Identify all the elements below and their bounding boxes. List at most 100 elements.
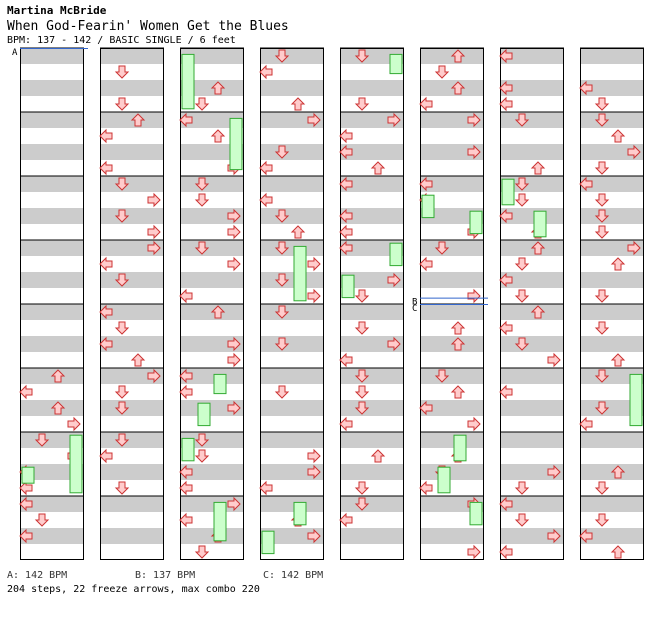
- beat-stripe: [340, 112, 404, 128]
- step-arrow-down: [274, 305, 290, 319]
- freeze-arrow: [469, 210, 483, 235]
- beat-stripe: [100, 144, 164, 160]
- beat-stripe: [260, 272, 324, 288]
- step-arrow-up: [210, 129, 226, 143]
- column-border: [500, 48, 564, 560]
- step-arrow-down: [354, 497, 370, 511]
- step-arrow-up: [450, 81, 466, 95]
- step-arrow-left: [579, 528, 593, 544]
- beat-stripe: [580, 176, 644, 192]
- beat-stripe: [100, 304, 164, 320]
- step-arrow-down: [354, 97, 370, 111]
- step-arrow-left: [339, 176, 353, 192]
- beat-stripe: [340, 336, 404, 352]
- step-arrow-up: [50, 401, 66, 415]
- bpm-marker-label: C: [412, 304, 417, 314]
- step-arrow-down: [114, 65, 130, 79]
- step-arrow-up: [530, 241, 546, 255]
- step-arrow-up: [290, 97, 306, 111]
- step-arrow-up: [50, 369, 66, 383]
- beat-stripe: [100, 336, 164, 352]
- step-arrow-left: [579, 176, 593, 192]
- beat-stripe: [340, 208, 404, 224]
- freeze-arrow: [437, 466, 451, 494]
- step-arrow-right: [467, 112, 481, 128]
- bpm-c: C: 142 BPM: [263, 570, 324, 581]
- step-arrow-down: [514, 289, 530, 303]
- step-arrow-down: [514, 113, 530, 127]
- beat-stripe: [20, 144, 84, 160]
- step-arrow-right: [627, 240, 641, 256]
- beat-stripe: [100, 176, 164, 192]
- step-arrow-left: [179, 368, 193, 384]
- step-arrow-right: [147, 240, 161, 256]
- step-arrow-down: [594, 369, 610, 383]
- beat-stripe: [420, 432, 484, 448]
- beat-stripe: [180, 208, 244, 224]
- step-arrow-right: [147, 224, 161, 240]
- step-arrow-right: [307, 256, 321, 272]
- step-arrow-right: [307, 112, 321, 128]
- step-arrow-up: [530, 305, 546, 319]
- beat-stripe: [340, 528, 404, 544]
- step-arrow-left: [339, 224, 353, 240]
- step-arrow-left: [99, 128, 113, 144]
- beat-stripe: [260, 528, 324, 544]
- beat-stripe: [260, 80, 324, 96]
- step-arrow-down: [194, 241, 210, 255]
- beat-stripe: [260, 240, 324, 256]
- step-arrow-left: [99, 304, 113, 320]
- beat-stripe: [500, 496, 564, 512]
- bpm-marker-label: B: [412, 298, 417, 308]
- step-arrow-down: [194, 177, 210, 191]
- freeze-arrow: [181, 437, 195, 462]
- step-arrow-up: [610, 545, 626, 559]
- beat-stripe: [580, 496, 644, 512]
- step-arrow-down: [114, 177, 130, 191]
- beat-stripe: [420, 240, 484, 256]
- step-arrow-left: [339, 128, 353, 144]
- step-arrow-right: [387, 336, 401, 352]
- beat-stripe: [180, 368, 244, 384]
- step-arrow-right: [467, 544, 481, 560]
- beat-stripe: [100, 240, 164, 256]
- step-arrow-right: [467, 288, 481, 304]
- step-arrow-right: [147, 192, 161, 208]
- beat-stripe: [420, 304, 484, 320]
- beat-stripe: [260, 464, 324, 480]
- step-arrow-left: [339, 240, 353, 256]
- beat-stripe: [20, 336, 84, 352]
- beat-stripe: [20, 528, 84, 544]
- step-arrow-up: [450, 321, 466, 335]
- beat-stripe: [340, 176, 404, 192]
- step-arrow-down: [114, 273, 130, 287]
- step-arrow-down: [274, 241, 290, 255]
- beat-stripe: [500, 48, 564, 64]
- freeze-arrow: [181, 53, 195, 110]
- beat-stripe: [260, 432, 324, 448]
- freeze-arrow: [213, 501, 227, 542]
- step-arrow-left: [499, 272, 513, 288]
- step-arrow-down: [594, 321, 610, 335]
- beat-stripe: [100, 464, 164, 480]
- beat-stripe: [500, 208, 564, 224]
- step-arrow-down: [514, 257, 530, 271]
- step-arrow-right: [467, 144, 481, 160]
- beat-stripe: [260, 48, 324, 64]
- beat-stripe: [580, 368, 644, 384]
- freeze-arrow: [533, 210, 547, 238]
- beat-stripe: [260, 496, 324, 512]
- step-arrow-left: [19, 384, 33, 400]
- column-border: [580, 48, 644, 560]
- step-arrow-down: [514, 513, 530, 527]
- step-arrow-down: [354, 321, 370, 335]
- beat-stripe: [100, 528, 164, 544]
- step-arrow-down: [354, 385, 370, 399]
- step-arrow-down: [114, 433, 130, 447]
- step-arrow-down: [594, 289, 610, 303]
- beat-stripe: [260, 336, 324, 352]
- beat-stripe: [260, 368, 324, 384]
- step-arrow-right: [227, 496, 241, 512]
- beat-stripe: [420, 144, 484, 160]
- step-arrow-left: [499, 80, 513, 96]
